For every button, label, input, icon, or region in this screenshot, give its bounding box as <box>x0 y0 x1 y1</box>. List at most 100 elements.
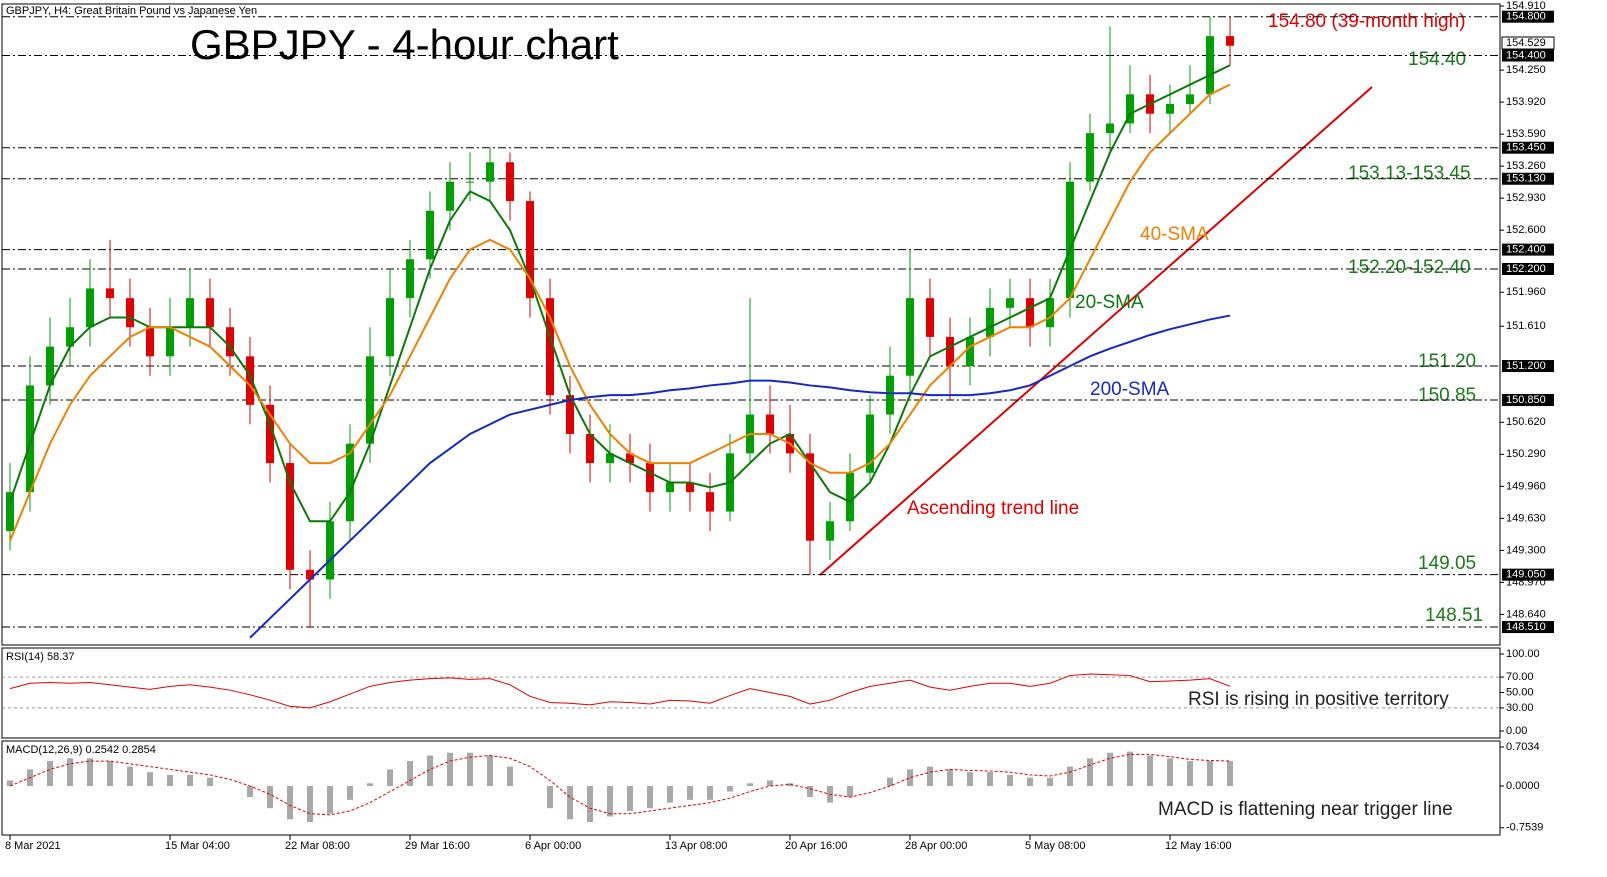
candle-body <box>126 298 134 328</box>
candle-body <box>586 433 594 464</box>
macd-bar <box>1087 758 1093 787</box>
level-box <box>1502 141 1554 154</box>
sma-line <box>9 83 1231 542</box>
candle-body <box>206 298 214 328</box>
macd-bar <box>1187 761 1193 787</box>
candle-body <box>1186 94 1194 105</box>
macd-bar <box>707 786 713 800</box>
candle-body <box>486 162 494 182</box>
level-label: 152.200 <box>1506 263 1546 275</box>
candle-body <box>666 482 674 493</box>
y-tick-label: 148.640 <box>1506 608 1546 620</box>
y-tick-label: 70.00 <box>1506 671 1534 683</box>
annotation: 149.05 <box>1418 553 1476 574</box>
macd-bar <box>887 777 893 787</box>
level-label: 148.510 <box>1506 621 1546 633</box>
y-tick-label: 0.00 <box>1506 725 1527 737</box>
macd-bar <box>947 769 953 787</box>
macd-signal <box>9 753 1231 816</box>
macd-bar <box>987 772 993 787</box>
level-label: 153.450 <box>1506 142 1546 154</box>
y-tick-label: 150.290 <box>1506 448 1546 460</box>
macd-note: MACD is flattening near trigger line <box>1158 799 1453 820</box>
candle-body <box>766 414 774 434</box>
level-box <box>1502 360 1554 373</box>
level-box <box>1502 262 1554 275</box>
macd-bar <box>287 786 293 820</box>
macd-bar <box>107 761 113 787</box>
macd-bar <box>847 786 853 798</box>
candle-body <box>906 298 914 376</box>
macd-bar <box>307 786 313 823</box>
macd-bar <box>67 758 73 787</box>
candle-body <box>826 521 834 541</box>
y-tick-label: 153.920 <box>1506 96 1546 108</box>
level-label: 149.050 <box>1506 569 1546 581</box>
x-tick-label: 13 Apr 08:00 <box>665 840 727 852</box>
candle-body <box>866 414 874 473</box>
level-label: 151.200 <box>1506 360 1546 372</box>
candle-body <box>106 288 114 299</box>
y-tick-label: 154.250 <box>1506 64 1546 76</box>
macd-bar <box>1027 777 1033 787</box>
candle-body <box>66 327 74 347</box>
macd-bar <box>607 786 613 817</box>
candle-body <box>386 298 394 357</box>
macd-bar <box>927 766 933 787</box>
macd-bar <box>247 786 253 798</box>
x-tick-label: 8 Mar 2021 <box>5 840 61 852</box>
candle-body <box>1166 104 1174 114</box>
y-tick-label: 152.930 <box>1506 192 1546 204</box>
macd-bar <box>207 777 213 787</box>
candle-body <box>966 336 974 367</box>
macd-bar <box>567 786 573 820</box>
y-tick-label: 153.590 <box>1506 128 1546 140</box>
candle-body <box>86 288 94 328</box>
candle-body <box>566 395 574 434</box>
macd-bar <box>427 755 433 787</box>
macd-bar <box>447 752 453 787</box>
y-tick-label: 149.960 <box>1506 480 1546 492</box>
macd-bar <box>587 786 593 823</box>
macd-bar <box>687 786 693 800</box>
annotation: 153.13-153.45 <box>1348 163 1471 184</box>
macd-bar <box>727 786 733 792</box>
x-tick-label: 5 May 08:00 <box>1025 840 1086 852</box>
macd-bar <box>267 786 273 809</box>
macd-bar <box>1167 758 1173 787</box>
macd-bar <box>487 755 493 787</box>
y-tick-label: 150.620 <box>1506 416 1546 428</box>
rsi-header: RSI(14) 58.37 <box>6 651 74 663</box>
macd-bar <box>507 766 513 787</box>
y-tick-label: 151.610 <box>1506 320 1546 332</box>
y-tick-label: 151.960 <box>1506 286 1546 298</box>
x-tick-label: 22 Mar 08:00 <box>285 840 350 852</box>
macd-bar <box>187 774 193 787</box>
candle-body <box>446 181 454 211</box>
macd-bar <box>1047 777 1053 787</box>
candle-body <box>286 463 294 570</box>
level-box <box>1502 568 1554 581</box>
macd-bar <box>547 786 553 809</box>
annotation: 150.85 <box>1418 385 1476 406</box>
level-label: 154.400 <box>1506 49 1546 61</box>
macd-bar <box>127 766 133 787</box>
y-tick-label: 152.600 <box>1506 224 1546 236</box>
sma-line <box>249 314 1231 639</box>
macd-bar <box>167 774 173 787</box>
y-tick-label: 0.0000 <box>1506 780 1540 792</box>
candle-body <box>366 356 374 444</box>
macd-bar <box>1067 766 1073 787</box>
x-tick-label: 6 Apr 00:00 <box>525 840 581 852</box>
macd-bar <box>87 758 93 787</box>
macd-bar <box>1007 774 1013 787</box>
candle-body <box>646 463 654 493</box>
candle-body <box>986 307 994 337</box>
candle-body <box>1086 133 1094 182</box>
y-tick-label: 149.630 <box>1506 512 1546 524</box>
candle-body <box>246 356 254 405</box>
macd-bar <box>327 786 333 814</box>
candle-body <box>26 385 34 493</box>
macd-bar <box>1147 755 1153 787</box>
annotation: 20-SMA <box>1075 292 1144 313</box>
